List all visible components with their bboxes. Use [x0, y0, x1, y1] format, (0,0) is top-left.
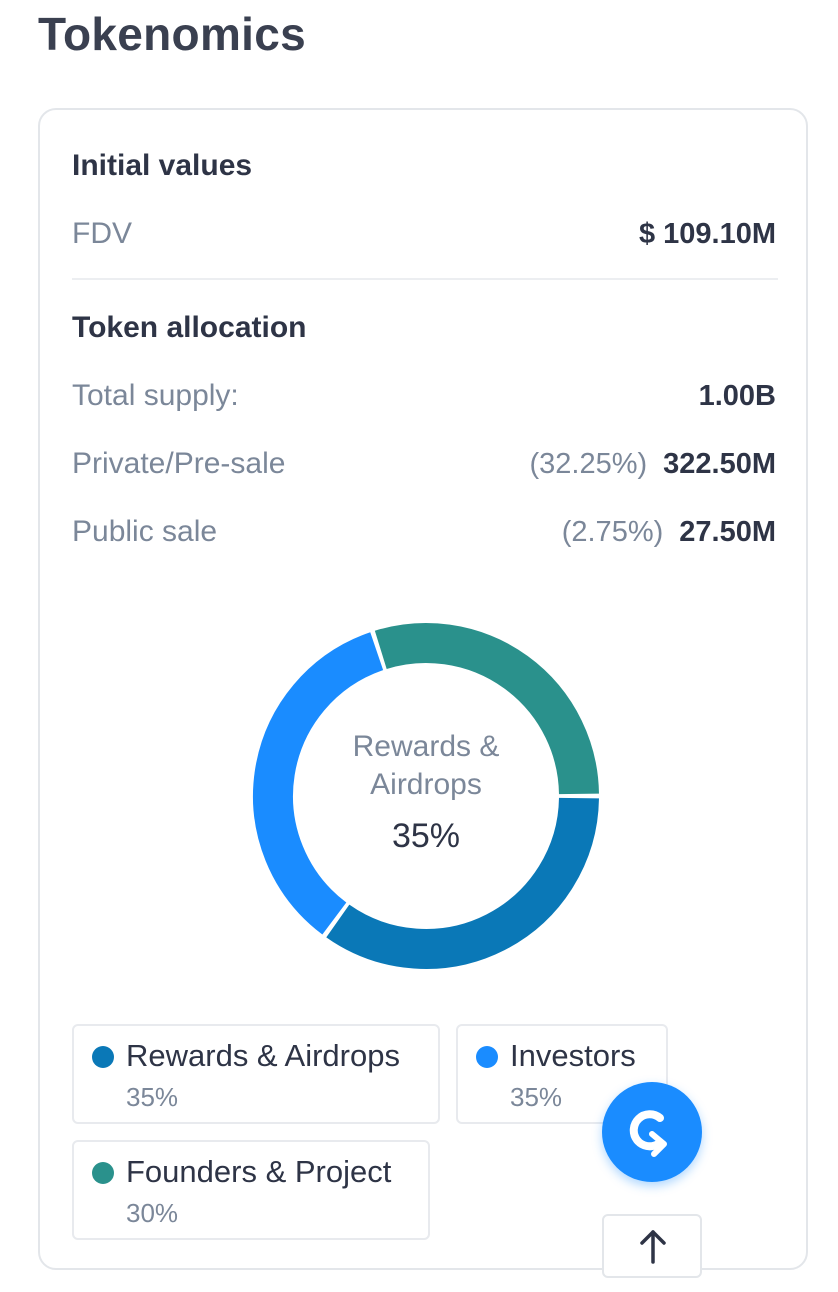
legend-dot-founders-project [92, 1162, 114, 1184]
tokenomics-card: Initial values FDV $ 109.10M Token alloc… [38, 108, 808, 1270]
donut-center-value: 35% [391, 817, 461, 855]
legend-item-investors[interactable]: Investors 35% [456, 1024, 668, 1124]
legend-item-founders-project[interactable]: Founders & Project 30% [72, 1140, 430, 1240]
initial-values-title: Initial values [72, 149, 253, 182]
donut-segment-founders-project[interactable] [374, 623, 599, 795]
brand-logo-button[interactable] [602, 1082, 702, 1182]
page-title: Tokenomics [38, 8, 306, 60]
total-supply-row: Total supply: 1.00B [72, 374, 776, 418]
legend-pct: 35% [510, 1082, 563, 1112]
public-sale-amount: (2.75%) 27.50M [562, 516, 776, 549]
fdv-value: $ 109.10M [638, 217, 776, 250]
public-sale-pct: (2.75%) [561, 515, 664, 548]
allocation-donut-chart: Rewards & Airdrops 35% [248, 618, 604, 974]
legend-name: Rewards & Airdrops [126, 1038, 400, 1073]
legend-item-rewards-airdrops[interactable]: Rewards & Airdrops 35% [72, 1024, 440, 1124]
private-presale-label: Private/Pre-sale [72, 447, 286, 480]
section-divider [72, 278, 778, 280]
donut-svg [253, 623, 599, 969]
private-presale-pct: (32.25%) [529, 447, 648, 480]
legend-pct: 35% [126, 1082, 179, 1112]
public-sale-row: Public sale (2.75%) 27.50M [72, 510, 776, 554]
brand-logo-icon [629, 1110, 667, 1157]
donut-center: Rewards & Airdrops 35% [308, 728, 544, 856]
donut-center-label: Rewards & Airdrops [352, 730, 500, 801]
total-supply-value: 1.00B [698, 379, 776, 412]
legend-pct: 30% [126, 1198, 179, 1228]
total-supply-label: Total supply: [72, 379, 239, 412]
private-presale-amount: (32.25%) 322.50M [529, 448, 776, 481]
legend-name: Founders & Project [126, 1154, 392, 1189]
scroll-to-top-button[interactable] [602, 1214, 702, 1278]
fdv-row: FDV $ 109.10M [72, 212, 776, 256]
donut-segment-investors[interactable] [253, 632, 384, 935]
private-presale-value: 322.50M [663, 447, 776, 480]
public-sale-label: Public sale [72, 515, 218, 548]
public-sale-value: 27.50M [679, 515, 776, 548]
token-allocation-title: Token allocation [72, 311, 307, 344]
legend-name: Investors [510, 1038, 636, 1073]
private-presale-row: Private/Pre-sale (32.25%) 322.50M [72, 442, 776, 486]
arrow-up-icon [640, 1230, 666, 1264]
legend-dot-rewards-airdrops [92, 1046, 114, 1068]
donut-segment-rewards-airdrops[interactable] [326, 797, 599, 969]
fdv-label: FDV [72, 217, 132, 250]
legend-dot-investors [476, 1046, 498, 1068]
